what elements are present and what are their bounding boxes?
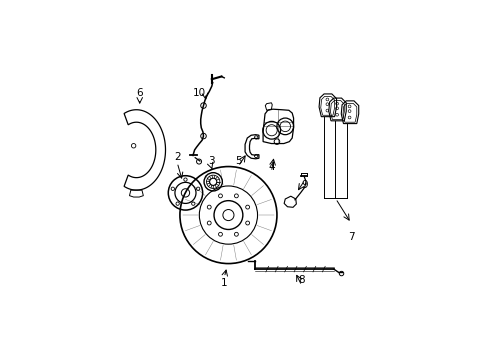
Text: 4: 4 bbox=[267, 162, 274, 172]
Text: 5: 5 bbox=[234, 156, 241, 166]
Text: 8: 8 bbox=[298, 275, 305, 285]
Text: 2: 2 bbox=[174, 152, 180, 162]
Text: 6: 6 bbox=[136, 88, 143, 98]
Text: 9: 9 bbox=[301, 180, 307, 190]
Text: 7: 7 bbox=[347, 232, 354, 242]
Text: 1: 1 bbox=[221, 278, 227, 288]
Text: 10: 10 bbox=[192, 88, 205, 98]
Text: 3: 3 bbox=[207, 156, 214, 166]
